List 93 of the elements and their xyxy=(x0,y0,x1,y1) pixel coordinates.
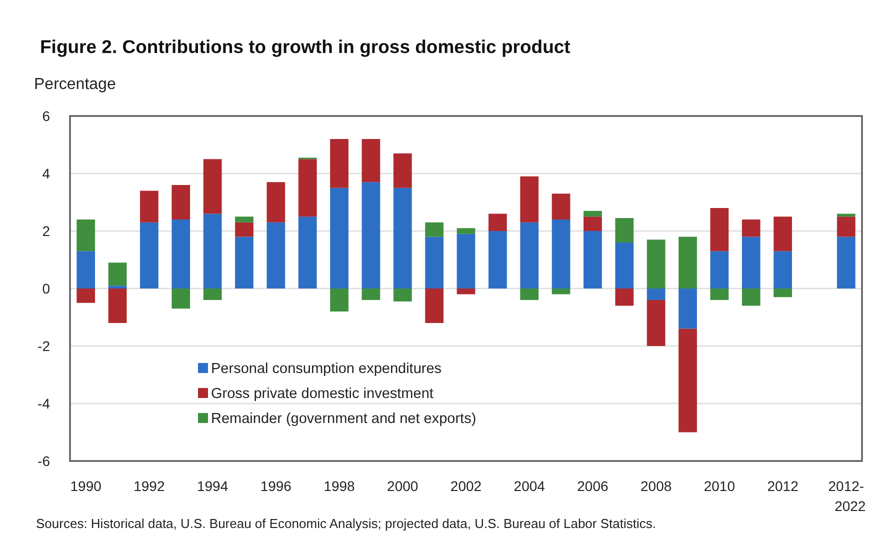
legend-label: Personal consumption expenditures xyxy=(211,361,442,378)
bar xyxy=(362,139,380,182)
bar xyxy=(425,236,444,288)
bar xyxy=(76,251,96,288)
bar xyxy=(266,222,286,288)
bar xyxy=(742,288,760,306)
x-tick-label: 2010 xyxy=(704,478,736,494)
bar xyxy=(710,251,729,288)
bar xyxy=(678,328,697,432)
bar xyxy=(203,214,222,288)
x-tick-label: 2004 xyxy=(514,478,546,494)
bar xyxy=(710,288,729,300)
chart-title: Figure 2. Contributions to growth in gross domestic product xyxy=(40,36,570,57)
bar xyxy=(108,286,127,288)
legend-label: Remainder (government and net exports) xyxy=(211,411,476,428)
y-tick-label: 4 xyxy=(42,165,50,182)
legend-label: Gross private domestic investment xyxy=(211,386,434,402)
bar xyxy=(172,220,190,288)
x-tick-label: 1994 xyxy=(196,478,228,494)
y-tick-label: 6 xyxy=(42,108,50,124)
bar xyxy=(235,222,254,237)
x-tick-label: 2000 xyxy=(387,478,418,494)
x-tick-label: 1998 xyxy=(324,478,356,494)
bar xyxy=(330,188,348,288)
bar xyxy=(646,288,666,300)
bar xyxy=(552,288,570,294)
x-tick-label: 2002 xyxy=(450,478,482,494)
bar xyxy=(520,288,539,300)
bar xyxy=(584,231,602,288)
y-tick-label: -4 xyxy=(38,395,50,412)
bar xyxy=(425,222,444,237)
bar xyxy=(235,216,254,222)
bar xyxy=(742,236,760,288)
bar xyxy=(552,220,570,288)
x-tick-label: 2006 xyxy=(577,478,608,494)
y-tick-label: 0 xyxy=(42,280,50,296)
bar xyxy=(488,214,507,231)
bar xyxy=(456,288,476,294)
bar xyxy=(774,251,792,288)
bar xyxy=(393,153,412,188)
bar xyxy=(76,220,96,252)
x-tick-label: 2008 xyxy=(640,478,672,494)
bar xyxy=(456,234,476,288)
bar xyxy=(172,288,190,309)
bar xyxy=(742,220,760,237)
x-tick-label: 1990 xyxy=(70,478,102,494)
bar xyxy=(172,185,190,220)
bar xyxy=(774,216,792,252)
bar xyxy=(678,236,697,288)
bar xyxy=(552,194,570,220)
bar xyxy=(203,159,222,214)
bar xyxy=(76,288,96,303)
bar xyxy=(362,288,380,300)
bar xyxy=(298,216,317,288)
bar xyxy=(425,288,444,323)
bar xyxy=(836,216,856,237)
source-note: Sources: Historical data, U.S. Bureau of Economic Analysis; projected data, U.S. Bureau of Labor Statistics. xyxy=(36,516,656,531)
bar xyxy=(235,236,254,288)
bar xyxy=(615,218,634,242)
y-tick-label: -6 xyxy=(38,452,50,469)
bar xyxy=(108,288,127,323)
bar xyxy=(584,210,602,217)
y-axis-title: Percentage xyxy=(34,76,116,93)
y-tick-label: -2 xyxy=(38,338,50,354)
bar xyxy=(108,262,127,286)
bar xyxy=(140,190,158,222)
bar xyxy=(615,288,634,306)
x-tick-label: 1996 xyxy=(260,478,292,494)
bar xyxy=(646,300,666,346)
bar xyxy=(330,288,348,312)
bar xyxy=(836,236,856,288)
bar xyxy=(456,228,476,234)
x-tick-label: 2012 xyxy=(767,478,799,494)
bar xyxy=(140,222,158,288)
bar xyxy=(646,240,666,288)
x-tick-label: 1992 xyxy=(134,478,165,494)
bar xyxy=(520,176,539,222)
bar xyxy=(774,288,792,298)
y-tick-label: 2 xyxy=(42,222,50,239)
bar xyxy=(362,182,380,288)
x-tick-label: 2012-2022 xyxy=(828,478,866,514)
bar xyxy=(330,139,348,188)
bar xyxy=(393,188,412,288)
bar xyxy=(615,242,634,288)
bar xyxy=(488,231,507,288)
bar xyxy=(298,159,317,217)
bar xyxy=(584,216,602,231)
bar xyxy=(393,288,412,302)
bar xyxy=(266,182,286,222)
bar xyxy=(203,288,222,300)
bar xyxy=(678,288,697,329)
bar xyxy=(710,208,729,252)
bar xyxy=(520,222,539,288)
